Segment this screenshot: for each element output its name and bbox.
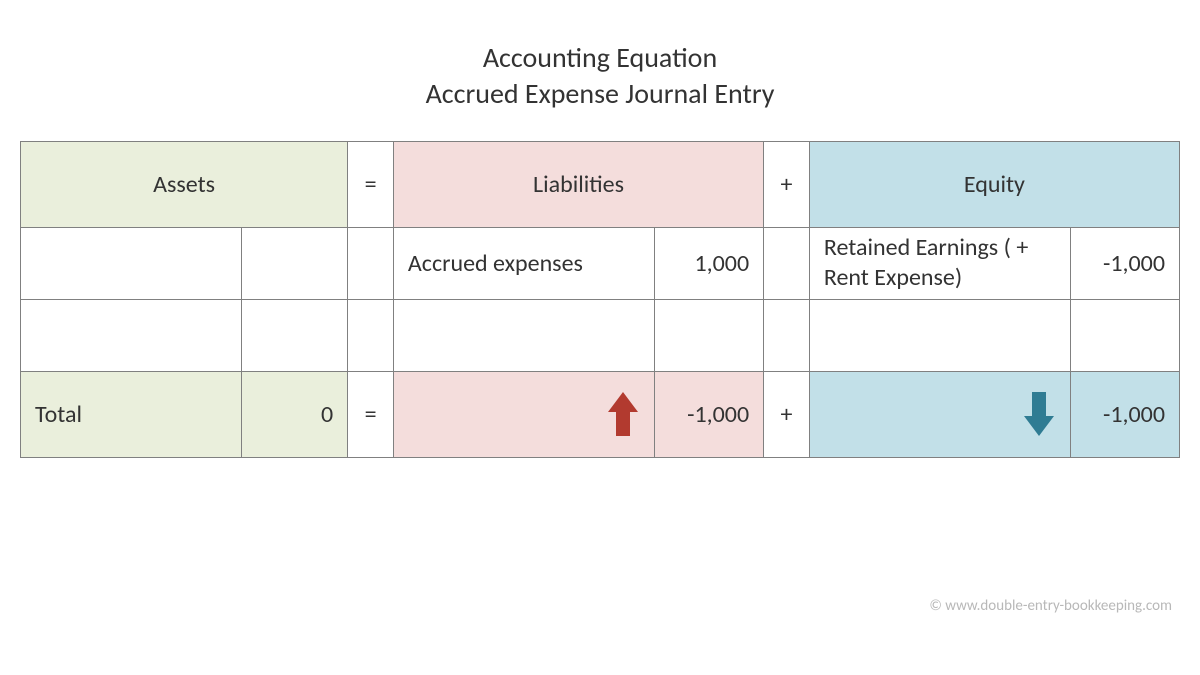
row2-equity-label: [809, 299, 1070, 371]
data-row-1: Accrued expenses 1,000 Retained Earnings…: [21, 227, 1180, 299]
row2-assets-value: [242, 299, 348, 371]
page: Accounting Equation Accrued Expense Jour…: [0, 0, 1200, 675]
total-liabilities-arrow-cell: [393, 371, 654, 457]
data-row-2: [21, 299, 1180, 371]
row1-equity-value: -1,000: [1071, 227, 1180, 299]
row2-equity-value: [1071, 299, 1180, 371]
row2-liabilities-label: [393, 299, 654, 371]
title-line-1: Accounting Equation: [483, 40, 717, 75]
row2-liabilities-value: [655, 299, 764, 371]
row1-op2: [764, 227, 810, 299]
row2-op2: [764, 299, 810, 371]
arrow-up-icon: [606, 390, 640, 438]
total-row: Total 0 = -1,000 + -1,000: [21, 371, 1180, 457]
row2-assets-label: [21, 299, 242, 371]
total-label: Total: [21, 371, 242, 457]
total-plus: +: [764, 371, 810, 457]
row1-liabilities-label: Accrued expenses: [393, 227, 654, 299]
total-equity-value: -1,000: [1071, 371, 1180, 457]
header-liabilities: Liabilities: [393, 141, 763, 227]
total-assets-value: 0: [242, 371, 348, 457]
footer-credit: © www.double-entry-bookkeeping.com: [929, 597, 1172, 615]
header-assets: Assets: [21, 141, 348, 227]
total-equals: =: [348, 371, 394, 457]
title-line-2: Accrued Expense Journal Entry: [426, 76, 775, 111]
row1-op1: [348, 227, 394, 299]
header-plus: +: [764, 141, 810, 227]
header-row: Assets = Liabilities + Equity: [21, 141, 1180, 227]
page-title: Accounting Equation Accrued Expense Jour…: [20, 40, 1180, 113]
header-equity: Equity: [809, 141, 1179, 227]
equation-table: Assets = Liabilities + Equity Accrued ex…: [20, 141, 1180, 458]
row1-assets-value: [242, 227, 348, 299]
row1-equity-label: Retained Earnings ( + Rent Expense): [809, 227, 1070, 299]
row1-liabilities-value: 1,000: [655, 227, 764, 299]
total-equity-arrow-cell: [809, 371, 1070, 457]
row2-op1: [348, 299, 394, 371]
total-liabilities-value: -1,000: [655, 371, 764, 457]
arrow-down-icon: [1022, 390, 1056, 438]
row1-assets-label: [21, 227, 242, 299]
header-equals: =: [348, 141, 394, 227]
